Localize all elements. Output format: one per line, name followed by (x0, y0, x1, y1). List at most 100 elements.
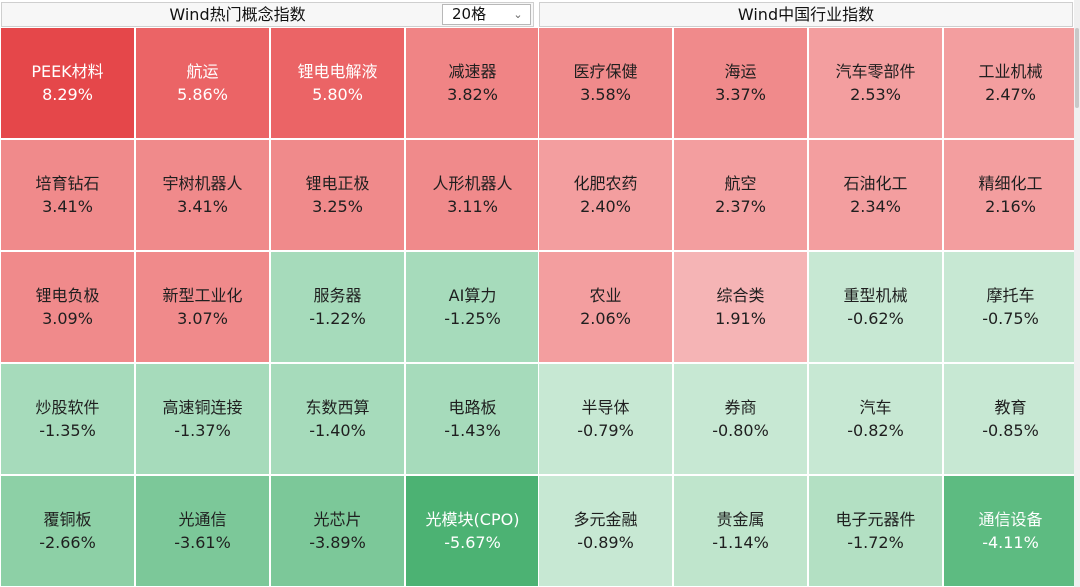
index-tile[interactable]: 贵金属 -1.14% (674, 476, 807, 586)
index-change: 2.37% (715, 197, 766, 216)
vertical-scrollbar[interactable] (1074, 0, 1080, 587)
index-change: 3.41% (177, 197, 228, 216)
index-tile[interactable]: 炒股软件 -1.35% (1, 364, 134, 474)
index-tile[interactable]: 摩托车 -0.75% (944, 252, 1077, 362)
index-tile[interactable]: 高速铜连接 -1.37% (136, 364, 269, 474)
index-tile[interactable]: PEEK材料 8.29% (1, 28, 134, 138)
index-change: 2.06% (580, 309, 631, 328)
index-tile[interactable]: 航运 5.86% (136, 28, 269, 138)
index-name: 电路板 (448, 398, 497, 417)
index-name: 锂电负极 (35, 286, 100, 305)
index-change: 5.80% (312, 85, 363, 104)
index-tile[interactable]: 服务器 -1.22% (271, 252, 404, 362)
concept-index-panel: Wind热门概念指数 20格 ⌄ PEEK材料 8.29% 航运 5.86% 锂电电解液… (0, 0, 539, 587)
index-tile[interactable]: 重型机械 -0.62% (809, 252, 942, 362)
index-change: -4.11% (982, 533, 1039, 552)
index-name: 摩托车 (986, 286, 1035, 305)
index-change: 1.91% (715, 309, 766, 328)
index-tile[interactable]: 汽车零部件 2.53% (809, 28, 942, 138)
index-name: 减速器 (448, 62, 497, 81)
index-tile[interactable]: 海运 3.37% (674, 28, 807, 138)
index-tile[interactable]: 农业 2.06% (539, 252, 672, 362)
index-tile[interactable]: 石油化工 2.34% (809, 140, 942, 250)
index-change: 3.09% (42, 309, 93, 328)
index-tile[interactable]: 工业机械 2.47% (944, 28, 1077, 138)
index-name: 工业机械 (978, 62, 1043, 81)
index-tile[interactable]: 电子元器件 -1.72% (809, 476, 942, 586)
index-change: 2.16% (985, 197, 1036, 216)
grid-size-dropdown[interactable]: 20格 ⌄ (442, 4, 531, 25)
index-name: 炒股软件 (35, 398, 100, 417)
index-change: 3.11% (447, 197, 498, 216)
index-tile[interactable]: 电路板 -1.43% (406, 364, 539, 474)
index-tile[interactable]: AI算力 -1.25% (406, 252, 539, 362)
index-change: 2.53% (850, 85, 901, 104)
index-tile[interactable]: 新型工业化 3.07% (136, 252, 269, 362)
index-tile[interactable]: 东数西算 -1.40% (271, 364, 404, 474)
index-change: -1.22% (309, 309, 366, 328)
index-change: -0.85% (982, 421, 1039, 440)
index-change: -1.25% (444, 309, 501, 328)
index-name: AI算力 (448, 286, 497, 305)
index-name: 光芯片 (313, 510, 362, 529)
industry-heatmap-grid: 医疗保健 3.58% 海运 3.37% 汽车零部件 2.53% 工业机械 2.47% 化肥农药 2… (539, 28, 1077, 586)
index-name: 服务器 (313, 286, 362, 305)
index-tile[interactable]: 光模块(CPO) -5.67% (406, 476, 539, 586)
index-tile[interactable]: 教育 -0.85% (944, 364, 1077, 474)
index-name: 精细化工 (978, 174, 1043, 193)
index-tile[interactable]: 券商 -0.80% (674, 364, 807, 474)
index-name: 锂电正极 (305, 174, 370, 193)
index-change: -0.75% (982, 309, 1039, 328)
index-name: 汽车 (859, 398, 892, 417)
index-change: -1.14% (712, 533, 769, 552)
index-tile[interactable]: 医疗保健 3.58% (539, 28, 672, 138)
index-change: -1.35% (39, 421, 96, 440)
index-tile[interactable]: 培育钻石 3.41% (1, 140, 134, 250)
chevron-down-icon: ⌄ (513, 8, 523, 21)
index-change: 5.86% (177, 85, 228, 104)
index-change: -1.40% (309, 421, 366, 440)
index-tile[interactable]: 汽车 -0.82% (809, 364, 942, 474)
index-tile[interactable]: 综合类 1.91% (674, 252, 807, 362)
index-tile[interactable]: 光通信 -3.61% (136, 476, 269, 586)
index-tile[interactable]: 锂电电解液 5.80% (271, 28, 404, 138)
index-tile[interactable]: 通信设备 -4.11% (944, 476, 1077, 586)
index-name: 多元金融 (573, 510, 638, 529)
index-name: 培育钻石 (35, 174, 100, 193)
index-name: 半导体 (581, 398, 630, 417)
index-name: 农业 (589, 286, 622, 305)
index-tile[interactable]: 人形机器人 3.11% (406, 140, 539, 250)
index-name: PEEK材料 (31, 62, 104, 81)
index-name: 高速铜连接 (162, 398, 243, 417)
index-name: 通信设备 (978, 510, 1043, 529)
index-tile[interactable]: 覆铜板 -2.66% (1, 476, 134, 586)
index-name: 重型机械 (843, 286, 908, 305)
index-change: 8.29% (42, 85, 93, 104)
index-change: -0.79% (577, 421, 634, 440)
index-change: -0.80% (712, 421, 769, 440)
index-tile[interactable]: 光芯片 -3.89% (271, 476, 404, 586)
index-name: 券商 (724, 398, 757, 417)
index-tile[interactable]: 锂电正极 3.25% (271, 140, 404, 250)
index-tile[interactable]: 锂电负极 3.09% (1, 252, 134, 362)
index-tile[interactable]: 减速器 3.82% (406, 28, 539, 138)
index-name: 光通信 (178, 510, 227, 529)
index-change: -1.37% (174, 421, 231, 440)
index-tile[interactable]: 半导体 -0.79% (539, 364, 672, 474)
index-change: 3.58% (580, 85, 631, 104)
index-name: 汽车零部件 (835, 62, 916, 81)
index-tile[interactable]: 航空 2.37% (674, 140, 807, 250)
scrollbar-thumb[interactable] (1075, 28, 1079, 108)
index-tile[interactable]: 宇树机器人 3.41% (136, 140, 269, 250)
index-change: -2.66% (39, 533, 96, 552)
index-change: -0.89% (577, 533, 634, 552)
index-tile[interactable]: 多元金融 -0.89% (539, 476, 672, 586)
index-tile[interactable]: 化肥农药 2.40% (539, 140, 672, 250)
index-name: 航运 (186, 62, 219, 81)
index-name: 锂电电解液 (297, 62, 378, 81)
grid-size-value: 20格 (452, 5, 487, 23)
concept-panel-title: Wind热门概念指数 (169, 5, 306, 24)
index-change: 3.82% (447, 85, 498, 104)
index-change: 3.41% (42, 197, 93, 216)
index-tile[interactable]: 精细化工 2.16% (944, 140, 1077, 250)
